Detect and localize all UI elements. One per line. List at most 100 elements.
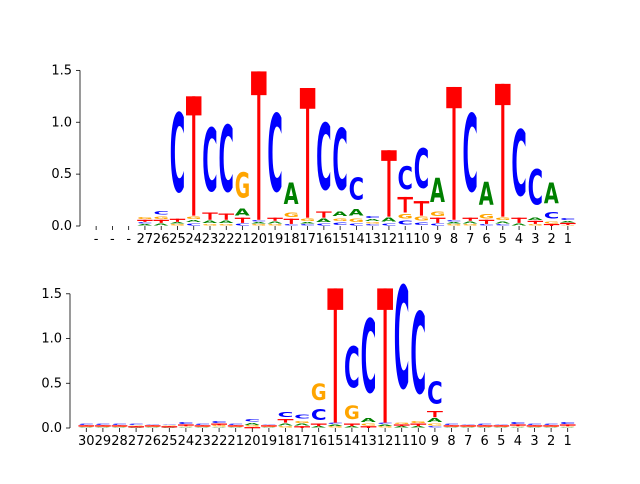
logo-letter-c: C bbox=[327, 423, 343, 425]
logo-letter-a: A bbox=[511, 223, 526, 226]
logo-letter-g: G bbox=[414, 216, 429, 222]
logo-letter-a: A bbox=[327, 425, 343, 427]
x-tick-label: 17 bbox=[294, 434, 311, 449]
logo-letter-c: C bbox=[528, 159, 543, 216]
logo-letter-g: G bbox=[463, 224, 478, 226]
x-tick-label: 24 bbox=[185, 232, 202, 247]
logo-letter-g: G bbox=[361, 424, 377, 427]
logo-letter-g: G bbox=[427, 424, 443, 427]
logo-letter-t bbox=[299, 88, 316, 218]
logo-letter-g: G bbox=[410, 421, 426, 424]
x-tick-label: 13 bbox=[364, 232, 381, 247]
x-tick-label: - bbox=[94, 232, 99, 247]
logo-letter-g: G bbox=[128, 425, 144, 426]
logo-letter-g: G bbox=[78, 426, 94, 427]
x-tick-label: 11 bbox=[397, 232, 414, 247]
logo-letter-a: A bbox=[365, 219, 380, 222]
logo-letter-a: A bbox=[311, 426, 327, 428]
logo-letter-g: G bbox=[349, 218, 364, 223]
logo-letter-a: A bbox=[479, 177, 494, 213]
logo-letter-g: G bbox=[300, 218, 315, 222]
logo-letter-c: C bbox=[278, 410, 294, 419]
x-tick-label: 12 bbox=[377, 434, 394, 449]
logo-letter-c: C bbox=[267, 94, 282, 217]
logo-letter-g: G bbox=[493, 426, 509, 427]
x-tick-label: 21 bbox=[234, 232, 251, 247]
logo-letter-g: G bbox=[397, 213, 412, 220]
logo-letter-c: C bbox=[377, 423, 393, 425]
logo-letter-t bbox=[169, 218, 186, 222]
logo-letter-c: C bbox=[427, 426, 443, 428]
x-tick-label: 15 bbox=[327, 434, 344, 449]
x-tick-label: 4 bbox=[514, 434, 522, 449]
logo-letter-a: A bbox=[170, 222, 185, 224]
x-tick-label: 30 bbox=[78, 434, 95, 449]
x-tick-label: 7 bbox=[464, 434, 472, 449]
x-tick-label: 16 bbox=[316, 232, 333, 247]
logo-letter-a: A bbox=[316, 218, 331, 223]
logo-letter-a: A bbox=[219, 220, 234, 224]
logo-letter-g: G bbox=[235, 165, 250, 206]
logo-letter-g: G bbox=[495, 217, 510, 221]
logo-letter-a: A bbox=[430, 173, 445, 211]
logo-letter-g: G bbox=[444, 426, 460, 427]
logo-letter-g: G bbox=[145, 426, 161, 427]
logo-letter-g: G bbox=[560, 426, 576, 427]
logo-letter-c: C bbox=[186, 223, 201, 226]
x-tick-label: 14 bbox=[344, 434, 361, 449]
logo-letter-g: G bbox=[365, 222, 380, 224]
x-tick-label: 1 bbox=[564, 434, 572, 449]
logo-letter-a: A bbox=[528, 217, 543, 221]
logo-letter-c: C bbox=[261, 424, 277, 425]
logo-letter-g: G bbox=[446, 224, 461, 226]
logo-letter-a: A bbox=[527, 427, 543, 428]
x-tick-label: 2 bbox=[547, 232, 555, 247]
logo-letter-t bbox=[527, 220, 544, 224]
x-tick-label: 14 bbox=[348, 232, 365, 247]
logo-letter-a: A bbox=[267, 221, 282, 224]
logo-letter-g: G bbox=[430, 211, 445, 218]
x-tick-label: 12 bbox=[381, 232, 398, 247]
logo-letter-c: C bbox=[316, 105, 331, 211]
x-tick-label: 5 bbox=[499, 232, 507, 247]
x-tick-label: 23 bbox=[202, 232, 219, 247]
logo-letter-g: G bbox=[211, 425, 227, 427]
logo-letter-g: G bbox=[479, 213, 494, 220]
logo-letter-c: C bbox=[195, 424, 211, 426]
logo-letter-g: G bbox=[544, 221, 559, 224]
logo-letter-c: C bbox=[444, 424, 460, 426]
x-tick-label: 3 bbox=[531, 232, 539, 247]
logo-letter-c: C bbox=[463, 94, 478, 217]
logo-letter-c: C bbox=[311, 407, 327, 424]
logo-letter-a: A bbox=[344, 426, 360, 428]
logo-letter-g: G bbox=[178, 426, 194, 427]
logo-letter-c: C bbox=[235, 223, 250, 226]
x-tick-label: 1 bbox=[564, 232, 572, 247]
y-tick-label: 1.5 bbox=[41, 287, 62, 302]
logo-letter-t bbox=[360, 426, 377, 428]
logo-letter-t bbox=[261, 425, 277, 427]
logo-letter-g: G bbox=[95, 426, 111, 427]
logo-letter-g: G bbox=[527, 426, 543, 427]
logo-letter-t bbox=[202, 212, 218, 220]
logo-letter-t bbox=[413, 201, 430, 216]
logo-letter-g: G bbox=[560, 225, 575, 226]
logo-letter-a: A bbox=[186, 220, 201, 223]
logo-letter-t bbox=[443, 425, 460, 427]
logo-letter-c: C bbox=[560, 422, 576, 425]
logo-letter-a: A bbox=[153, 223, 168, 226]
logo-letter-a: A bbox=[228, 427, 244, 428]
x-tick-label: 6 bbox=[481, 434, 489, 449]
logo-letter-a: A bbox=[463, 221, 478, 224]
logo-letter-a: A bbox=[349, 207, 364, 217]
logo-letter-g: G bbox=[137, 217, 152, 220]
logo-letter-t bbox=[186, 96, 202, 216]
logo-letter-t bbox=[95, 425, 111, 427]
logo-letter-t bbox=[511, 217, 527, 223]
x-tick-label: 27 bbox=[137, 232, 154, 247]
logo-letter-t bbox=[526, 425, 543, 427]
x-tick-label: 22 bbox=[218, 232, 235, 247]
logo-letter-a: A bbox=[178, 427, 194, 428]
logo-letter-c: C bbox=[161, 424, 177, 425]
